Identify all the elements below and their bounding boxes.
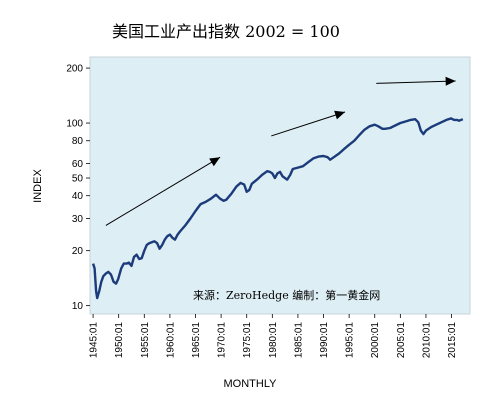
- x-tick-label: 1960:01: [165, 322, 176, 359]
- y-tick-label: 80: [72, 136, 84, 147]
- x-tick-label: 2000:01: [370, 322, 381, 359]
- x-tick-label: 1990:01: [319, 322, 330, 359]
- trend-arrow-line: [271, 111, 346, 137]
- x-tick-label: 1965:01: [191, 322, 202, 359]
- x-axis: 1945:01 1950:01 1955:01 1960:01 1965:01 1970:…: [89, 314, 458, 358]
- source-annotation: 来源：ZeroHedge 编制：第一黄金网: [193, 289, 381, 302]
- x-tick-label: 2005:01: [396, 322, 407, 359]
- y-axis-label: INDEX: [32, 169, 44, 203]
- chart-title: 美国工业产出指数 2002 = 100: [112, 22, 340, 41]
- trend-arrow-line: [376, 80, 456, 84]
- x-tick-label: 1995:01: [345, 322, 356, 359]
- plot-area: [89, 56, 471, 315]
- x-tick-label: 1985:01: [293, 322, 304, 359]
- trend-arrow-head: [445, 76, 456, 86]
- x-tick-label: 1955:01: [140, 322, 151, 359]
- x-tick-label: 1975:01: [242, 322, 253, 359]
- x-tick-label: 2010:01: [421, 322, 432, 359]
- y-axis: 10 20 30 40 50 60 80 100 200: [66, 64, 90, 312]
- y-tick-label: 10: [72, 301, 84, 312]
- y-tick-label: 40: [72, 191, 84, 202]
- y-tick-label: 20: [72, 246, 84, 257]
- x-tick-label: 1945:01: [89, 322, 100, 359]
- trend-arrow-head: [209, 157, 221, 167]
- trend-arrow-head: [334, 110, 346, 120]
- y-tick-label: 60: [72, 159, 84, 170]
- y-tick-label: 50: [72, 174, 84, 185]
- series-line: [91, 117, 464, 300]
- trend-arrows: [105, 76, 456, 226]
- x-tick-label: 2015:01: [447, 322, 458, 359]
- x-tick-label: 1970:01: [217, 322, 228, 359]
- x-tick-label: 1950:01: [114, 322, 125, 359]
- y-tick-label: 100: [66, 119, 83, 130]
- y-tick-label: 200: [66, 64, 83, 75]
- x-tick-label: 1980:01: [268, 322, 279, 359]
- y-tick-label: 30: [72, 214, 84, 225]
- x-axis-label: MONTHLY: [223, 378, 277, 390]
- trend-arrow-line: [105, 156, 221, 226]
